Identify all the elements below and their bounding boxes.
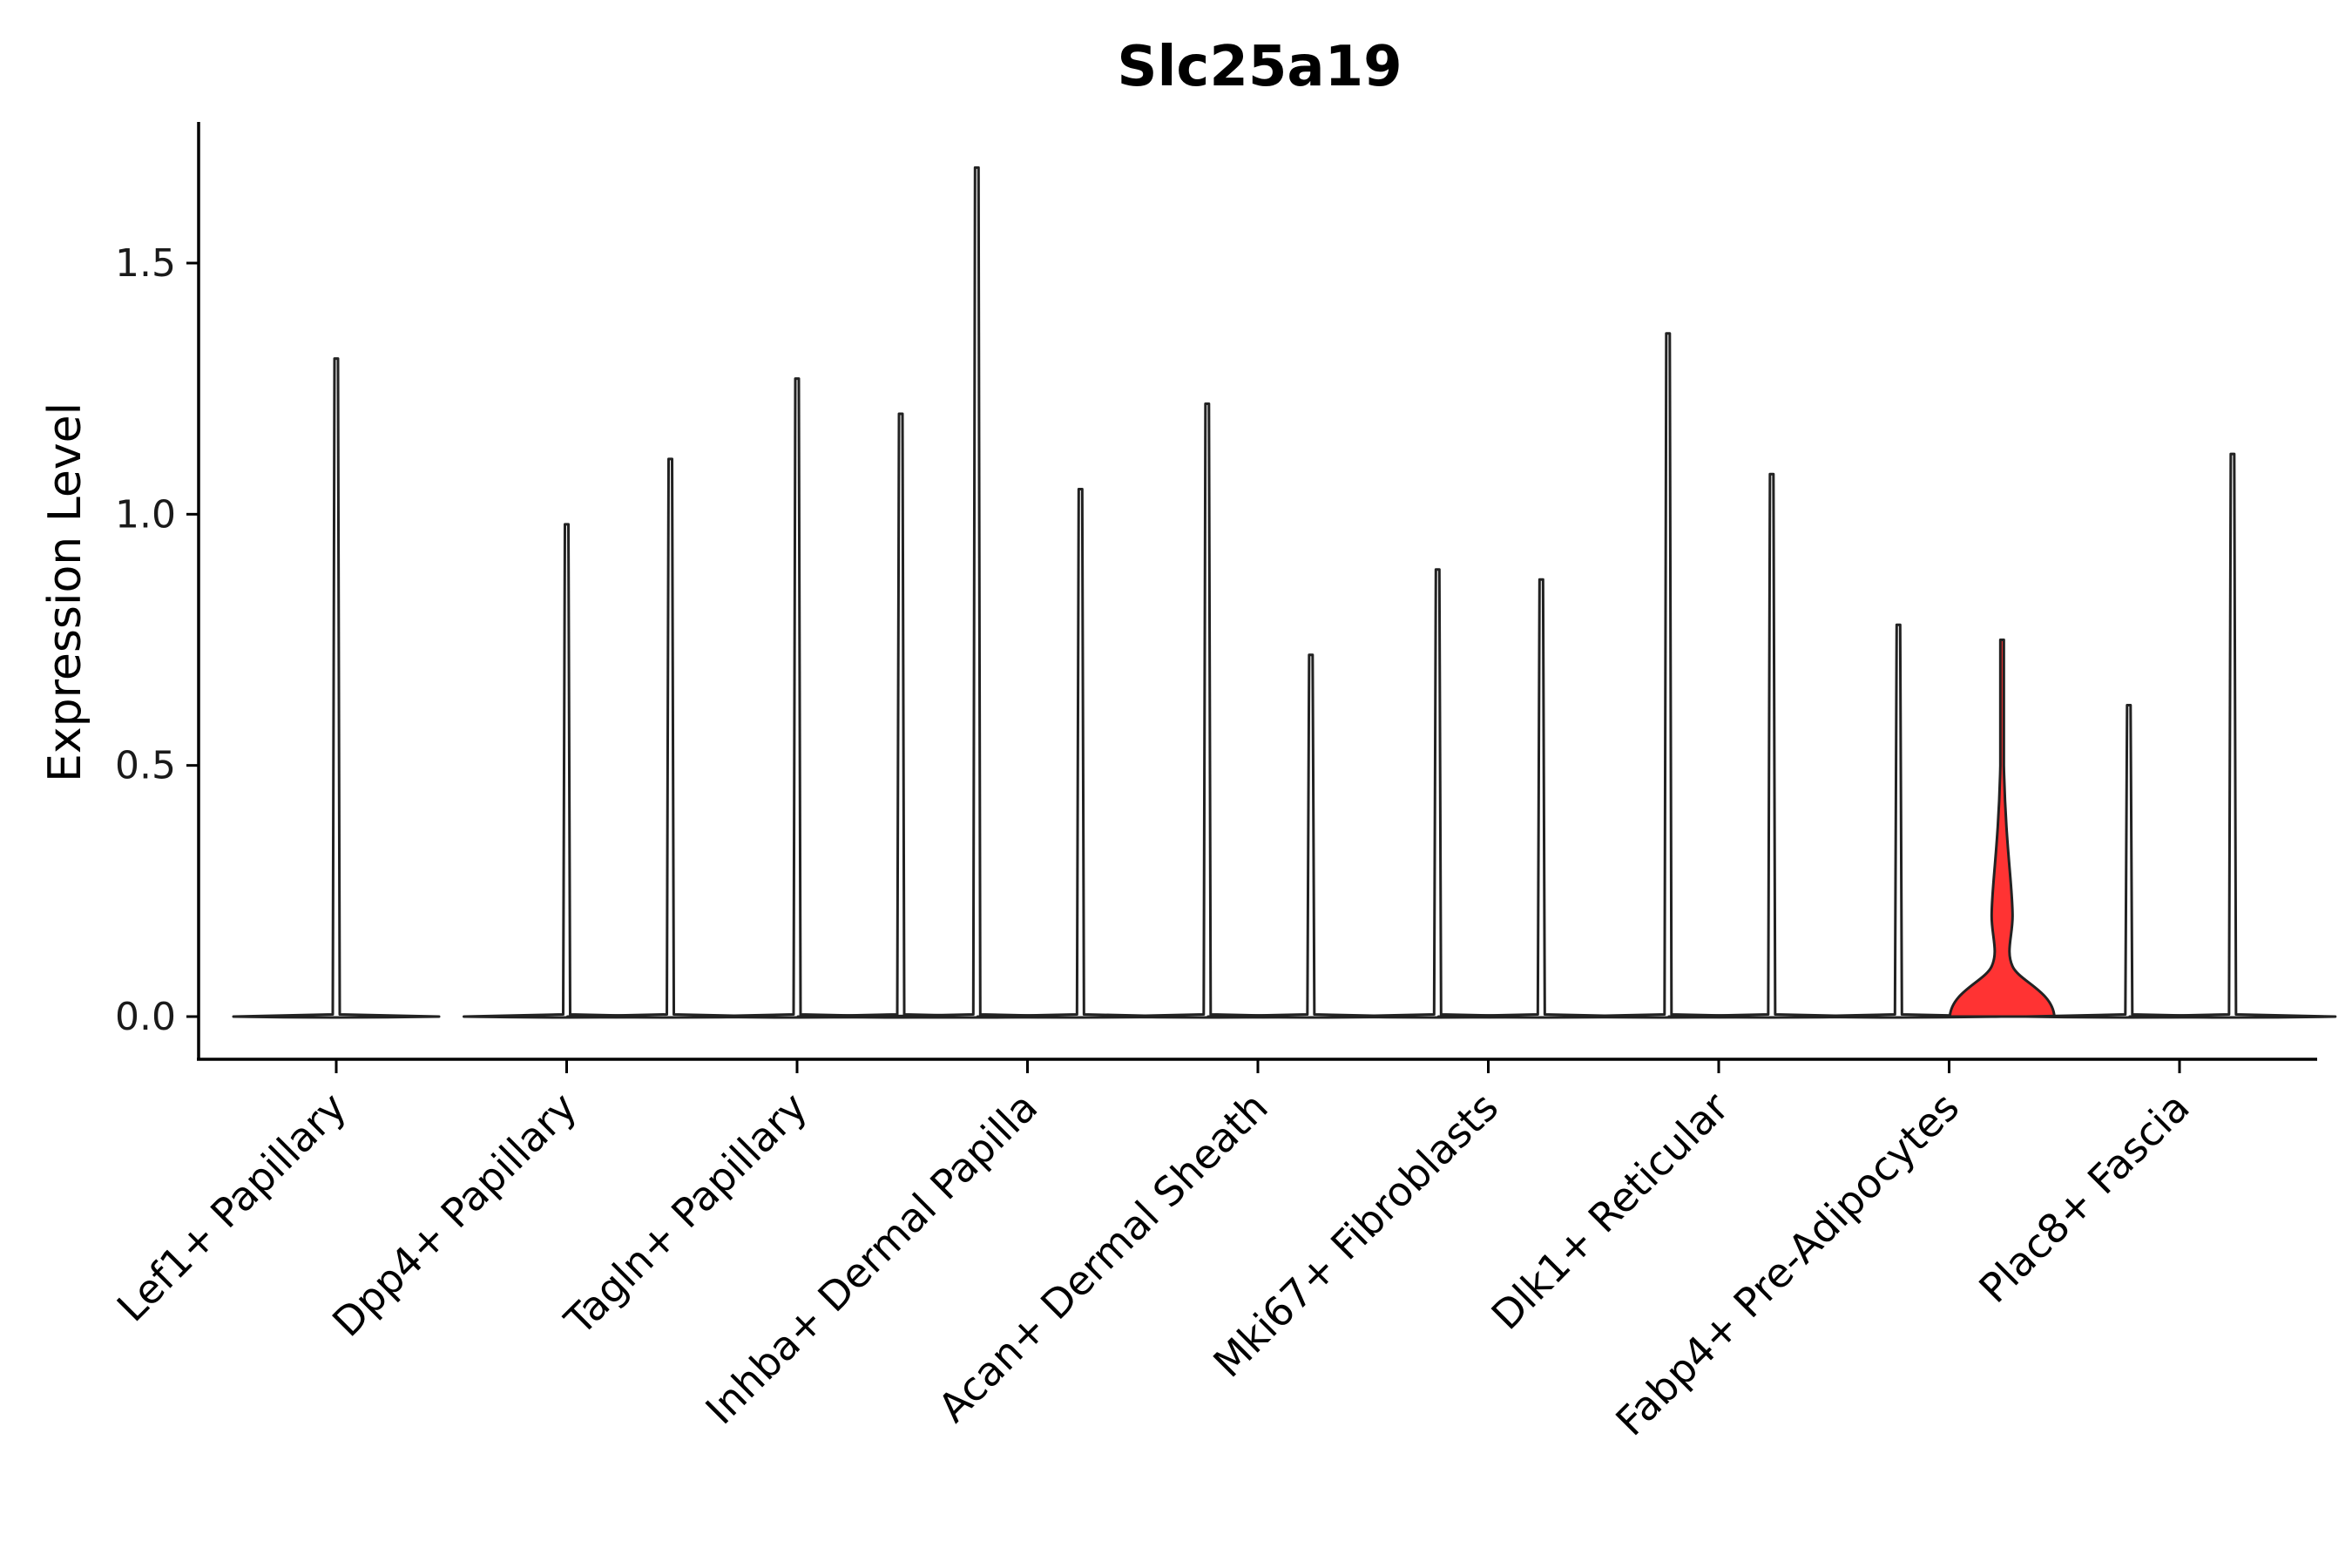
x-tick-label: Dlk1+ Reticular (1483, 1084, 1738, 1339)
y-tick-label: 0.0 (115, 995, 176, 1039)
violin (1103, 402, 1312, 1019)
violin-shape (1564, 332, 1773, 1019)
violin-shape (976, 488, 1185, 1019)
violin-shape (2128, 452, 2337, 1019)
violin-shape (1206, 653, 1416, 1019)
chart-title: Slc25a19 (1117, 35, 1402, 99)
x-tick-label: Lef1+ Papillary (108, 1084, 355, 1331)
violin-shape (463, 523, 671, 1019)
violin (1206, 653, 1416, 1019)
violin-shape (232, 357, 441, 1019)
violin (463, 523, 671, 1019)
violin (2024, 703, 2234, 1019)
violin-shape (693, 377, 902, 1019)
y-tick-label: 1.5 (115, 241, 176, 286)
y-tick-label: 0.5 (115, 744, 176, 788)
violin (566, 457, 775, 1019)
y-ticks-group: 0.0 0.5 1.0 1.5 (115, 241, 199, 1039)
violin (1667, 472, 1876, 1019)
violins-group (232, 166, 2337, 1019)
violin-shape (1436, 578, 1646, 1019)
violin-shape (1794, 623, 2003, 1019)
violin-shape (1333, 568, 1542, 1019)
violin (232, 357, 441, 1019)
violin (1948, 639, 2056, 1018)
violin-shape (2024, 703, 2234, 1019)
x-tick-label: Plac8+ Fascia (1970, 1084, 2198, 1312)
y-tick-label: 1.0 (115, 492, 176, 537)
violin (2128, 452, 2337, 1019)
violin-shape (566, 457, 775, 1019)
violin-shape (1103, 402, 1312, 1019)
x-tick-label: Tagln+ Papillary (555, 1084, 816, 1345)
y-axis-label: Expression Level (39, 402, 91, 782)
violin (1436, 578, 1646, 1019)
violin (1333, 568, 1542, 1019)
x-tick-label: Dpp4+ Papillary (323, 1084, 585, 1346)
violin (1794, 623, 2003, 1019)
violin (1564, 332, 1773, 1019)
violin-shape-highlighted (1948, 639, 2056, 1018)
violin (693, 377, 902, 1019)
violin (976, 488, 1185, 1019)
violin-shape (1667, 472, 1876, 1019)
